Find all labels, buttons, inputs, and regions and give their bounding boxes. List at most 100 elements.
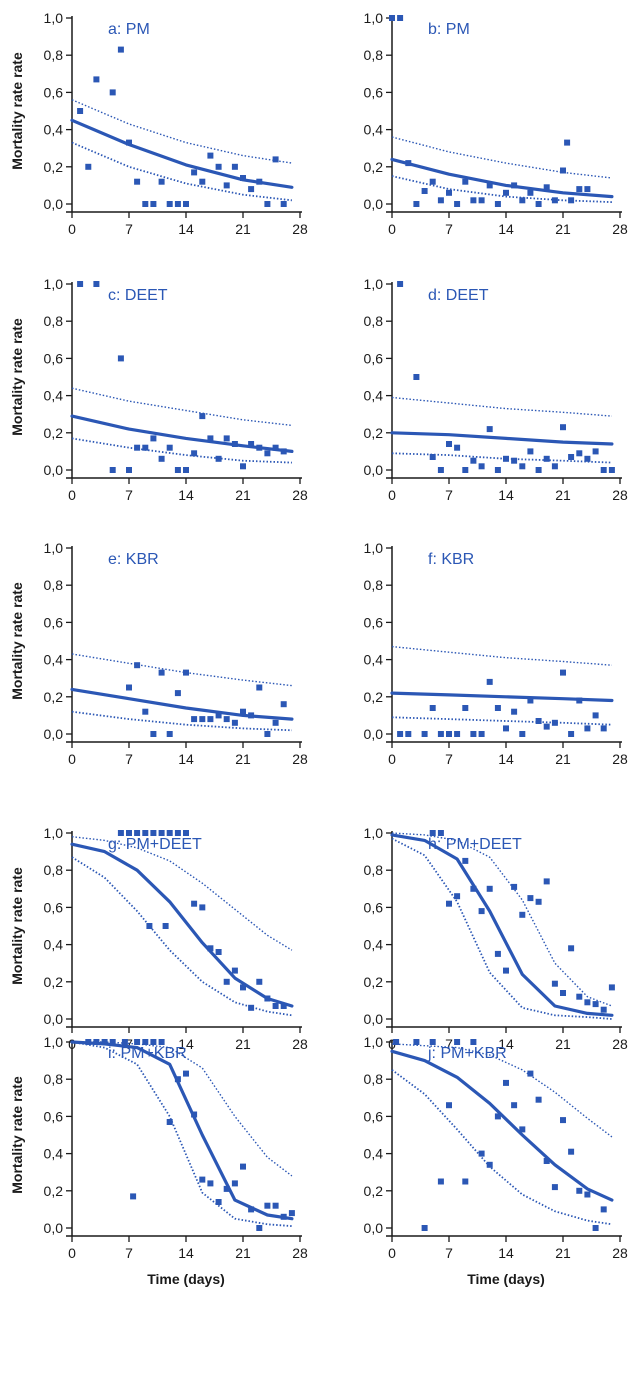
data-point — [519, 197, 526, 204]
data-point — [85, 1039, 92, 1045]
y-tick-label: 0,0 — [44, 726, 64, 742]
data-point — [264, 1202, 271, 1209]
data-point — [126, 139, 132, 146]
data-point — [446, 731, 452, 737]
y-tick-label: 0,2 — [44, 974, 64, 990]
y-tick-label: 0,0 — [364, 1220, 384, 1236]
data-point — [454, 1039, 461, 1045]
x-tick-label: 28 — [612, 751, 628, 767]
data-point — [543, 723, 550, 730]
panel-5: 0,0 0,2 0,4 0,6 0,8 1,0 0 7 14 21 28 f: KBR — [364, 540, 628, 767]
x-tick-label: 21 — [235, 1245, 251, 1261]
y-tick-label: 0,2 — [364, 425, 384, 441]
panel-label: h: PM+DEET — [428, 836, 522, 853]
data-point — [77, 281, 84, 287]
x-tick-label: 14 — [498, 1036, 514, 1052]
data-point — [158, 669, 165, 676]
data-point — [183, 830, 189, 836]
data-point — [429, 705, 436, 711]
ci-upper-line — [391, 832, 613, 1007]
y-tick-label: 1,0 — [364, 540, 384, 556]
data-point — [223, 716, 230, 723]
panel-label: j: PM+KBR — [427, 1045, 507, 1062]
data-point — [158, 1039, 165, 1045]
y-axis-title: Mortality rate rate — [9, 867, 25, 985]
data-point — [389, 15, 395, 21]
data-point — [429, 830, 436, 836]
x-tick-label: 14 — [498, 1245, 514, 1261]
data-point — [535, 467, 542, 473]
data-point — [256, 178, 263, 185]
data-point — [454, 201, 461, 207]
data-point — [527, 895, 534, 902]
x-tick-label: 28 — [292, 1245, 308, 1261]
x-tick-label: 0 — [388, 751, 396, 767]
x-tick-label: 28 — [612, 487, 628, 503]
ci-lower-line — [71, 710, 292, 732]
data-point — [568, 197, 575, 204]
data-point — [240, 984, 246, 991]
x-tick-label: 7 — [125, 751, 133, 767]
y-tick-label: 0,2 — [44, 689, 64, 705]
data-point — [446, 1102, 452, 1109]
data-point — [413, 201, 420, 207]
data-point — [162, 923, 169, 929]
data-point — [429, 454, 436, 460]
data-point — [231, 441, 238, 447]
y-axis-title: Mortality rate rate — [9, 318, 25, 436]
y-tick-label: 1,0 — [364, 825, 384, 841]
data-point — [191, 450, 198, 457]
data-point — [511, 708, 518, 715]
data-point — [248, 712, 255, 719]
x-tick-label: 28 — [292, 1036, 308, 1052]
data-point — [199, 413, 206, 420]
x-tick-label: 0 — [68, 1245, 76, 1261]
y-tick-label: 0,0 — [44, 462, 64, 478]
ci-upper-line — [391, 396, 612, 417]
data-point — [454, 893, 461, 900]
data-point — [446, 189, 452, 196]
data-point — [568, 454, 575, 460]
ci-upper-line — [71, 653, 292, 687]
x-tick-label: 14 — [178, 487, 194, 503]
y-tick-label: 0,4 — [44, 388, 64, 404]
data-point — [592, 1001, 599, 1008]
y-tick-label: 0,0 — [364, 726, 384, 742]
x-tick-label: 7 — [125, 487, 133, 503]
x-tick-label: 0 — [68, 221, 76, 237]
data-point — [478, 1150, 485, 1157]
data-point — [454, 444, 461, 451]
y-tick-label: 0,8 — [364, 1071, 384, 1087]
x-tick-label: 28 — [612, 221, 628, 237]
x-tick-label: 7 — [125, 221, 133, 237]
data-point — [462, 705, 469, 711]
data-point — [560, 990, 566, 996]
y-tick-label: 0,8 — [44, 1071, 64, 1087]
data-point — [183, 669, 189, 676]
data-point — [272, 444, 279, 451]
data-point — [280, 201, 287, 207]
data-point — [231, 967, 238, 974]
data-point — [584, 725, 591, 732]
y-tick-label: 0,6 — [44, 84, 64, 100]
data-point — [166, 731, 173, 737]
data-point — [231, 1180, 238, 1187]
data-point — [511, 457, 518, 464]
panel-label: g: PM+DEET — [108, 836, 202, 853]
data-point — [393, 1039, 400, 1045]
fit-line — [390, 1049, 614, 1202]
panel-2: 0,0 0,2 0,4 0,6 0,8 1,0 0 7 14 21 28 c: DEET Mortali… — [9, 276, 308, 503]
y-tick-label: 0,6 — [44, 1108, 64, 1124]
data-point — [454, 731, 461, 737]
data-point — [519, 731, 526, 737]
data-point — [248, 186, 255, 193]
data-point — [551, 1184, 558, 1191]
data-point — [121, 1039, 128, 1045]
panel-label: a: PM — [108, 21, 150, 38]
x-tick-label: 14 — [498, 751, 514, 767]
data-point — [478, 197, 485, 204]
x-tick-label: 0 — [388, 221, 396, 237]
x-tick-label: 14 — [178, 1036, 194, 1052]
fit-line — [70, 118, 294, 189]
data-point — [421, 1225, 428, 1231]
